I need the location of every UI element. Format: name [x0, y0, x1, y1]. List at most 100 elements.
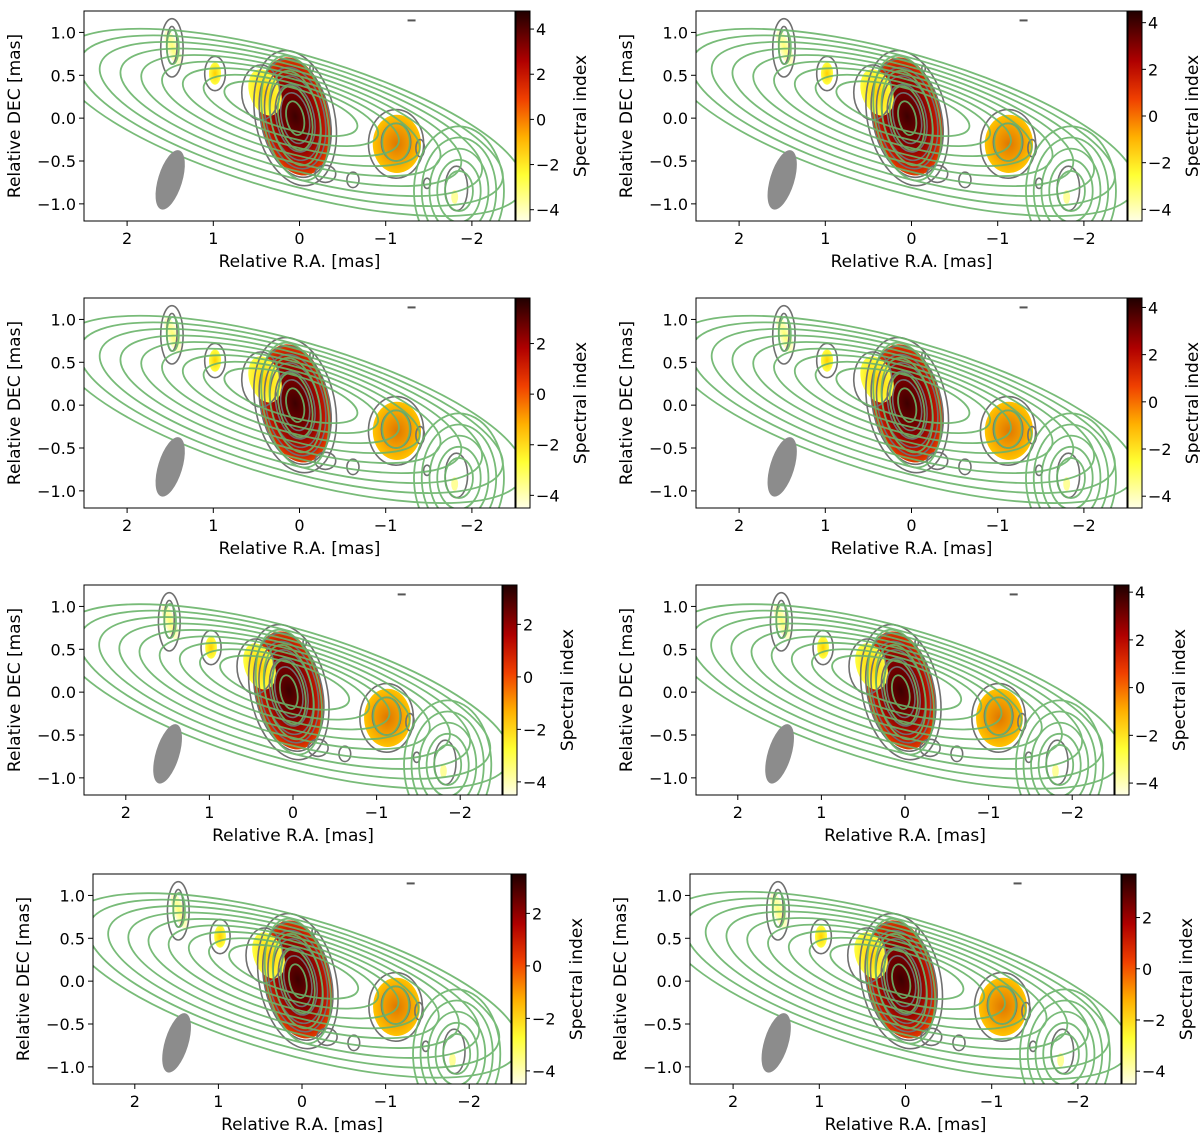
y-tick-label: −0.5 [643, 1015, 682, 1034]
y-tick-label: 1.0 [51, 310, 76, 329]
colorbar-tick-label: −4 [523, 773, 547, 792]
beam-ellipse [155, 437, 185, 497]
counterjet-green-contour [381, 122, 411, 162]
jet-contour [793, 67, 1012, 158]
component-contour [316, 1027, 338, 1047]
plot-panel-top-right: 2 1 0 −1 −2 −1.0 −0.5 0.0 0.5 1.0 Relative R.A. [m… [617, 10, 1200, 272]
x-axis-label: Relative R.A. [mas] [825, 1115, 987, 1135]
component-contour [314, 451, 337, 471]
sw-component-contour [444, 457, 474, 499]
core-contour [256, 912, 339, 1050]
colorbar [1127, 297, 1143, 509]
knot-spectral-map [208, 349, 222, 372]
jet-contour [84, 321, 504, 494]
y-tick-label: 1.0 [657, 886, 682, 905]
sw-component-contour [412, 988, 502, 1084]
y-axis-label: Relative DEC [mas] [5, 34, 25, 198]
x-tick-label: 1 [208, 229, 218, 248]
x-tick-label: 2 [728, 1092, 738, 1111]
y-tick-label: −0.5 [649, 726, 688, 745]
colorbar-tick-label: −4 [1135, 774, 1159, 793]
sw-component-contour [1019, 988, 1111, 1084]
core-contour [279, 379, 311, 432]
colorbar-tick-label: 0 [536, 385, 546, 404]
plot-panel-top-left: 2 1 0 −1 −2 −1.0 −0.5 0.0 0.5 1.0 Relative R.A. [m… [5, 10, 591, 272]
colorbar-tick-label: 0 [1142, 960, 1152, 979]
x-tick-label: −2 [1072, 229, 1096, 248]
colorbar [511, 873, 527, 1085]
x-tick-label: 1 [820, 516, 830, 535]
colorbar-tick-label: 4 [1148, 14, 1158, 33]
y-tick-label: −1.0 [643, 1058, 682, 1077]
jet-contour [93, 892, 511, 1079]
jet-contour [118, 622, 451, 760]
x-tick-label: −1 [365, 803, 389, 822]
x-tick-label: −2 [460, 516, 484, 535]
counterjet-green-contour [984, 696, 1013, 736]
jet-contour [98, 616, 472, 770]
outer-knot-green-contour [775, 602, 789, 640]
sw-component-contour [433, 744, 463, 786]
colorbar-tick-label: −2 [1148, 154, 1172, 173]
core-green-contour [874, 933, 928, 1030]
x-axis-label: Relative R.A. [mas] [219, 252, 381, 272]
y-tick-label: 0.0 [51, 396, 76, 415]
component-contour [921, 351, 927, 360]
core-contour [253, 632, 325, 753]
colorbar-tick-label: 0 [1135, 679, 1145, 698]
core-contour [864, 921, 938, 1042]
faint-spectral-map [451, 190, 459, 204]
core-contour [885, 955, 917, 1008]
plot-panel-third-left: 2 1 0 −1 −2 −1.0 −0.5 0.0 0.5 1.0 Relative R.A. [m… [5, 584, 578, 846]
sw-component-contour [1032, 136, 1110, 221]
faint-spectral-map [451, 477, 459, 491]
jet-contour [790, 641, 1003, 731]
plot-area [84, 304, 515, 508]
faint-spectral-map [1063, 190, 1071, 204]
y-tick-label: 0.0 [663, 109, 688, 128]
y-axis-label: Relative DEC [mas] [617, 34, 637, 198]
sw-component-contour [434, 1021, 479, 1084]
core-green-contour [278, 674, 299, 710]
x-tick-label: 1 [814, 1092, 824, 1111]
knot-spectral-map [820, 62, 834, 85]
colorbar-label: Spectral index [1170, 629, 1190, 751]
x-axis-label: Relative R.A. [mas] [824, 826, 986, 846]
plot-panel-third-right: 2 1 0 −1 −2 −1.0 −0.5 0.0 0.5 1.0 Relative R.A. [m… [617, 583, 1190, 846]
jet-contour [710, 616, 1084, 770]
x-tick-label: 1 [816, 803, 826, 822]
core-green-contour [260, 54, 330, 182]
jet-contour [84, 609, 492, 780]
x-tick-label: 0 [294, 516, 304, 535]
sw-component-contour [1022, 710, 1097, 795]
knot-spectral-map [205, 636, 217, 659]
sw-component-contour [1048, 445, 1094, 508]
colorbar-tick-label: 2 [1148, 60, 1158, 79]
component-contour [921, 64, 927, 73]
colorbar-tick-label: −2 [523, 720, 547, 739]
y-axis-label: Relative DEC [mas] [5, 608, 25, 772]
x-tick-label: −1 [986, 516, 1010, 535]
colorbar-tick-label: −2 [536, 436, 560, 455]
core-green-contour [271, 933, 324, 1030]
sw-component-contour [1034, 1010, 1096, 1084]
colorbar [502, 584, 518, 796]
jet-contour [731, 334, 1075, 475]
core-green-contour [287, 963, 308, 999]
core-contour [258, 345, 332, 466]
core-green-contour [285, 387, 306, 423]
x-tick-label: −1 [977, 803, 1001, 822]
component-contour [157, 591, 181, 652]
jet-contour [187, 930, 400, 1020]
jet-contour [793, 354, 1012, 445]
core-green-contour [866, 628, 935, 756]
y-tick-label: 0.0 [51, 683, 76, 702]
sw-component-contour [428, 147, 490, 221]
colorbar-tick-label: −2 [1135, 726, 1159, 745]
knot-spectral-map [208, 62, 222, 85]
jet-contour [181, 67, 400, 158]
sw-component-contour [419, 999, 494, 1084]
marker-dash [397, 593, 406, 596]
component-contour [166, 880, 190, 941]
x-tick-label: 1 [213, 1092, 223, 1111]
